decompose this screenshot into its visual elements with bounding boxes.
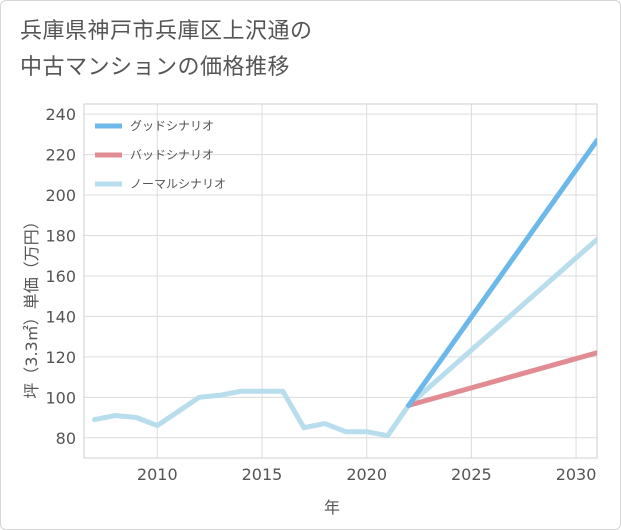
x-axis-label: 年 [324, 498, 340, 517]
y-tick-label: 200 [45, 186, 76, 205]
series-line-0 [406, 137, 597, 408]
series-line-2 [92, 237, 597, 439]
grid-lines [84, 104, 597, 458]
x-tick-label: 2010 [137, 465, 178, 484]
y-tick-label: 220 [45, 146, 76, 165]
x-tick-label: 2015 [242, 465, 283, 484]
legend-label: グッドシナリオ [130, 119, 214, 133]
y-axis-label: 坪（3.3㎡）単価（万円） [22, 213, 41, 398]
x-tick-label: 2030 [556, 465, 597, 484]
y-tick-label: 80 [56, 429, 76, 448]
x-tick-label: 2020 [346, 465, 387, 484]
plot-area-border [83, 103, 598, 459]
y-tick-label: 120 [45, 348, 76, 367]
chart-title-line-1: 兵庫県神戸市兵庫区上沢通の [20, 19, 313, 44]
y-tick-label: 240 [45, 105, 76, 124]
y-tick-label: 160 [45, 267, 76, 286]
y-tick-label: 140 [45, 307, 76, 326]
y-tick-label: 180 [45, 226, 76, 245]
x-tick-labels: 2010 2015 2020 2025 2030 [137, 465, 596, 484]
y-tick-label: 100 [45, 388, 76, 407]
chart-title: 兵庫県神戸市兵庫区上沢通の 中古マンションの価格推移 [20, 14, 580, 86]
legend-label: ノーマルシナリオ [130, 177, 226, 191]
legend-label: バッドシナリオ [130, 148, 214, 162]
series-lines [92, 137, 597, 439]
chart-title-line-2: 中古マンションの価格推移 [20, 55, 291, 80]
y-tick-labels: 80 100 120 140 160 180 200 220 240 [45, 105, 76, 448]
series-line-1 [406, 350, 597, 408]
x-tick-label: 2025 [451, 465, 492, 484]
